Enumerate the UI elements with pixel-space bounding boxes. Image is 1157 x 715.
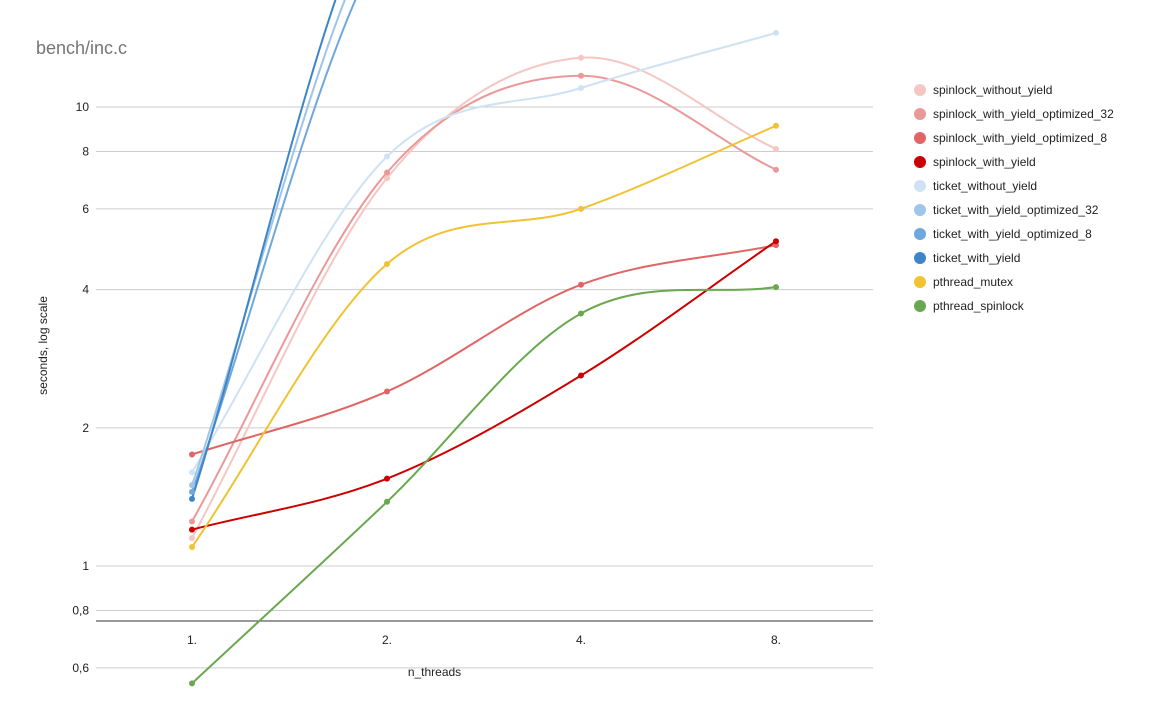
legend-swatch (914, 132, 926, 144)
data-point (578, 372, 584, 379)
legend-item: spinlock_without_yield (914, 83, 1052, 97)
legend-label: pthread_mutex (933, 275, 1013, 289)
data-point (773, 238, 779, 245)
series-line (191, 31, 777, 473)
legend-swatch (914, 84, 926, 96)
legend: spinlock_without_yield spinlock_with_yiel… (914, 83, 1114, 313)
series-line (191, 244, 777, 456)
y-tick-label: 4 (82, 283, 89, 297)
data-point (773, 284, 779, 291)
data-points (189, 29, 779, 687)
series-line (191, 0, 357, 493)
data-point (578, 85, 584, 92)
y-tick-label: 0,8 (72, 603, 89, 617)
y-axis-ticks: 0,60,8124681020406080 (72, 100, 90, 675)
legend-item: spinlock_with_yield_optimized_8 (914, 131, 1107, 145)
legend-swatch (914, 228, 926, 240)
legend-label: spinlock_with_yield_optimized_8 (933, 131, 1107, 145)
data-point (189, 518, 195, 525)
data-point (384, 498, 390, 505)
data-point (384, 475, 390, 482)
legend-item: ticket_with_yield_optimized_8 (914, 227, 1092, 241)
legend-swatch (914, 300, 926, 312)
data-point (384, 260, 390, 267)
legend-item: ticket_with_yield (914, 251, 1020, 265)
x-axis-label: n_threads (408, 665, 461, 679)
y-tick-label: 8 (82, 144, 89, 158)
legend-label: spinlock_with_yield (933, 155, 1036, 169)
data-point (384, 388, 390, 395)
y-tick-label: 1 (82, 559, 89, 573)
data-point (773, 29, 779, 36)
data-point (384, 153, 390, 160)
y-tick-label: 10 (76, 100, 90, 114)
gridlines (96, 106, 873, 669)
legend-label: ticket_with_yield (933, 251, 1020, 265)
data-point (189, 482, 195, 489)
legend-label: spinlock_without_yield (933, 83, 1052, 97)
legend-item: spinlock_with_yield_optimized_32 (914, 107, 1114, 121)
legend-item: ticket_with_yield_optimized_32 (914, 203, 1099, 217)
series-line (191, 286, 777, 685)
legend-label: ticket_with_yield_optimized_8 (933, 227, 1092, 241)
series-lines (191, 0, 777, 685)
data-point (189, 544, 195, 551)
legend-label: pthread_spinlock (933, 299, 1025, 313)
x-tick-label: 2. (382, 633, 392, 647)
series-line (191, 74, 777, 523)
x-tick-label: 1. (187, 633, 197, 647)
series-line (191, 0, 337, 500)
legend-swatch (914, 276, 926, 288)
data-point (189, 469, 195, 476)
data-point (189, 535, 195, 542)
series-line (191, 124, 777, 548)
data-point (578, 310, 584, 317)
legend-item: pthread_mutex (914, 275, 1013, 289)
legend-swatch (914, 252, 926, 264)
legend-item: spinlock_with_yield (914, 155, 1036, 169)
x-tick-label: 8. (771, 633, 781, 647)
data-point (578, 54, 584, 61)
data-point (578, 72, 584, 79)
data-point (189, 495, 195, 502)
legend-label: spinlock_with_yield_optimized_32 (933, 107, 1114, 121)
data-point (189, 488, 195, 495)
y-tick-label: 2 (82, 421, 89, 435)
legend-swatch (914, 180, 926, 192)
data-point (578, 281, 584, 288)
y-axis-label: seconds, log scale (36, 296, 50, 395)
data-point (189, 451, 195, 458)
legend-item: pthread_spinlock (914, 299, 1025, 313)
legend-item: ticket_without_yield (914, 179, 1037, 193)
legend-swatch (914, 156, 926, 168)
series-line (191, 0, 346, 486)
data-point (578, 205, 584, 212)
x-tick-label: 4. (576, 633, 586, 647)
legend-label: ticket_with_yield_optimized_32 (933, 203, 1099, 217)
data-point (384, 169, 390, 176)
series-line (191, 56, 777, 539)
chart-title: bench/inc.c (36, 38, 127, 58)
x-axis-ticks: 1. 2. 4. 8. (187, 633, 781, 647)
legend-label: ticket_without_yield (933, 179, 1037, 193)
data-point (384, 175, 390, 182)
y-tick-label: 6 (82, 202, 89, 216)
data-point (189, 680, 195, 687)
data-point (773, 166, 779, 173)
data-point (773, 146, 779, 153)
legend-swatch (914, 204, 926, 216)
legend-swatch (914, 108, 926, 120)
series-line (191, 240, 777, 531)
y-tick-label: 0,6 (72, 661, 89, 675)
data-point (773, 122, 779, 129)
data-point (189, 526, 195, 533)
